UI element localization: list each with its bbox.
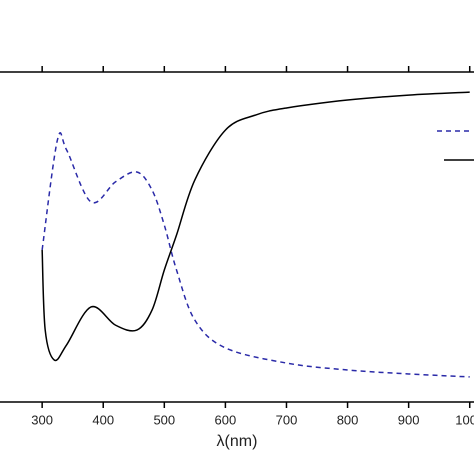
x-tick-label: 1000	[455, 412, 474, 427]
x-tick-label: 700	[276, 412, 298, 427]
x-tick-label: 300	[31, 412, 53, 427]
x-axis-label: λ(nm)	[217, 433, 258, 450]
x-tick-label: 800	[337, 412, 359, 427]
line	[41, 132, 470, 378]
x-tick-label: 500	[153, 412, 175, 427]
x-tick-label: 600	[215, 412, 237, 427]
x-tick-label: 400	[92, 412, 114, 427]
x-tick-label: 900	[398, 412, 420, 427]
line	[41, 91, 470, 362]
